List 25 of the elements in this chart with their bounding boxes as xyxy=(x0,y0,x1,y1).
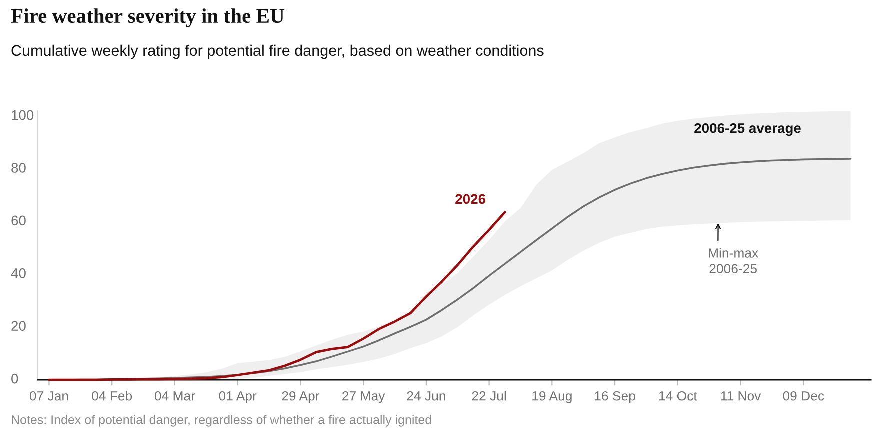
y-tick-label: 20 xyxy=(12,321,26,332)
series-label: 2006-25 average xyxy=(694,123,801,136)
x-tick-label: 11 Nov xyxy=(721,392,762,401)
x-tick-label: 22 Jul xyxy=(472,391,506,401)
chart-subtitle: Cumulative weekly rating for potential fire danger, based on weather conditions xyxy=(12,44,544,60)
chart-title: Fire weather severity in the EU xyxy=(11,8,284,28)
x-tick-label: 16 Sep xyxy=(595,391,636,404)
y-tick-label: 80 xyxy=(12,163,26,173)
x-tick-label: 19 Aug xyxy=(532,391,572,404)
text: Notes: Index of potential danger, regardless of whether a fire actually ignited xyxy=(12,415,432,427)
x-tick-label: 24 Jun xyxy=(407,391,446,401)
x-tick-label: 14 Oct xyxy=(659,391,698,401)
x-tick-label: 04 Mar xyxy=(154,391,196,401)
annotation: Min-max 2006-25 xyxy=(709,248,758,274)
x-tick-label: 27 May xyxy=(342,391,386,404)
y-tick-label: 40 xyxy=(11,268,26,278)
x-tick-label: 09 Dec xyxy=(783,391,824,401)
series-label: 2026 xyxy=(456,194,486,204)
x-tick-label: 07 Jan xyxy=(30,391,68,401)
y-tick-label: 0 xyxy=(12,374,18,384)
x-tick-label: 04 Feb xyxy=(92,391,132,401)
y-tick-label: 60 xyxy=(12,216,26,226)
x-tick-label: 01 Apr xyxy=(219,391,257,404)
x-tick-label: 29 Apr xyxy=(282,391,320,404)
y-tick-label: 100 xyxy=(12,110,34,120)
